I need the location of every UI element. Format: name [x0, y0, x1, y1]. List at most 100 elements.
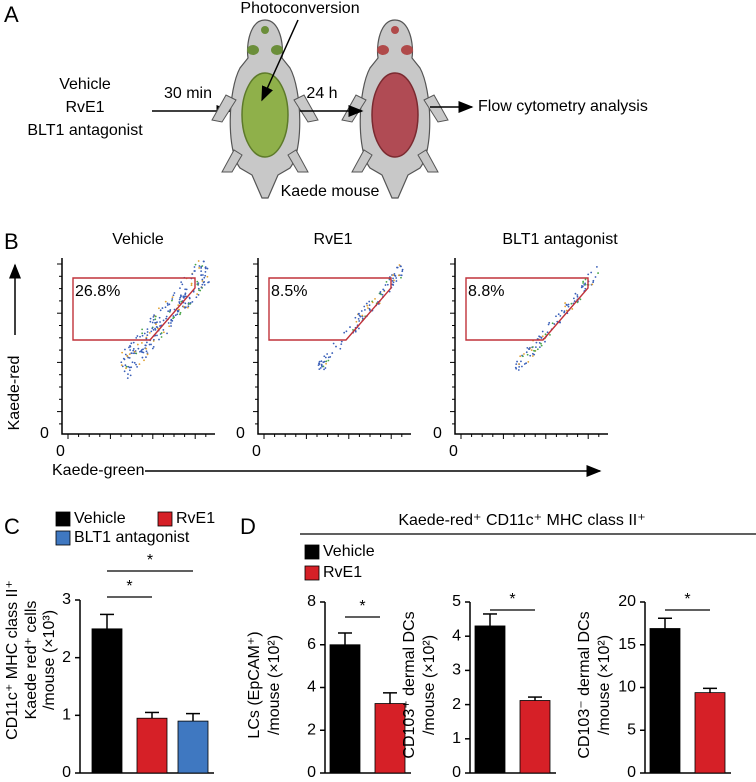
y-tick-label: 3	[62, 591, 71, 608]
event-dot	[136, 335, 139, 337]
event-dot	[128, 353, 131, 356]
event-dot	[129, 345, 132, 348]
event-dot	[332, 342, 335, 345]
event-dot	[151, 321, 154, 324]
panel-label: A	[4, 2, 19, 27]
event-dot	[133, 361, 136, 364]
step-label: 30 min	[164, 85, 212, 102]
y-tick-label: 4	[452, 627, 461, 644]
event-dot	[184, 302, 187, 305]
event-dot	[167, 310, 170, 313]
event-dot	[581, 284, 583, 287]
event-dot	[529, 354, 532, 357]
event-dot	[200, 286, 203, 289]
bar	[177, 720, 209, 774]
event-dot	[197, 282, 200, 285]
event-dot	[535, 341, 538, 344]
y-axis-label: LCs (EpCAM⁺)	[246, 631, 263, 738]
event-dot	[383, 289, 386, 292]
event-dot	[169, 308, 172, 311]
origin-label: 0	[252, 443, 261, 460]
event-dot	[566, 304, 568, 307]
event-dot	[204, 266, 207, 269]
event-dot	[132, 349, 135, 352]
event-dot	[392, 274, 395, 277]
gate	[268, 277, 392, 341]
event-dot	[144, 344, 147, 347]
event-dot	[323, 368, 325, 371]
plot-title: Vehicle	[112, 231, 164, 248]
event-dot	[325, 360, 328, 363]
bar	[474, 625, 506, 774]
event-dot	[155, 326, 158, 328]
event-dot	[327, 359, 330, 362]
event-dot	[124, 353, 127, 356]
output-label: Flow cytometry analysis	[478, 98, 648, 115]
event-dot	[158, 338, 160, 341]
event-dot	[179, 296, 182, 299]
event-dot	[343, 331, 346, 334]
y-tick-label: 5	[452, 593, 461, 610]
event-dot	[176, 313, 179, 316]
event-dot	[553, 323, 556, 325]
origin-label: 0	[236, 425, 245, 442]
event-dot	[148, 343, 151, 346]
event-dot	[124, 348, 126, 351]
event-dot	[591, 283, 594, 286]
event-dot	[166, 304, 169, 306]
event-dot	[145, 347, 148, 350]
event-dot	[549, 333, 551, 336]
event-dot	[184, 306, 187, 309]
panel-label: D	[240, 514, 256, 539]
event-dot	[149, 317, 152, 320]
event-dot	[127, 356, 130, 359]
event-dot	[168, 325, 171, 328]
y-axis-label: /mouse (×10²)	[266, 635, 283, 735]
y-tick-label: 6	[307, 636, 316, 653]
event-dot	[151, 347, 154, 350]
event-dot	[168, 303, 171, 306]
event-dot	[145, 341, 148, 344]
legend-label: RvE1	[176, 510, 215, 527]
event-dot	[135, 352, 138, 355]
event-dot	[369, 308, 371, 311]
event-dot	[381, 293, 384, 296]
event-dot	[354, 330, 357, 333]
event-dot	[139, 335, 141, 338]
event-dot	[202, 281, 205, 284]
event-dot	[183, 295, 186, 298]
event-dot	[324, 356, 327, 359]
bar	[329, 644, 361, 774]
event-dot	[135, 336, 138, 339]
event-dot	[182, 305, 185, 308]
event-dot	[135, 363, 137, 366]
event-dot	[183, 296, 185, 299]
event-dot	[592, 281, 595, 284]
y-tick-label: 10	[618, 679, 636, 696]
gate	[72, 277, 196, 341]
event-dot	[148, 331, 151, 334]
event-dot	[141, 356, 144, 359]
event-dot	[318, 368, 321, 370]
event-dot	[340, 340, 343, 343]
arrow	[261, 19, 299, 102]
event-dot	[382, 288, 385, 291]
y-axis-label: Kaede-red	[6, 356, 23, 431]
event-dot	[357, 317, 360, 320]
event-dot	[146, 328, 149, 331]
event-dot	[202, 274, 204, 276]
event-dot	[128, 366, 131, 369]
event-dot	[518, 363, 520, 365]
event-dot	[398, 264, 401, 266]
event-dot	[379, 291, 382, 293]
event-dot	[206, 275, 209, 278]
event-dot	[358, 314, 361, 317]
event-dot	[123, 358, 126, 361]
event-dot	[540, 342, 542, 345]
event-dot	[560, 309, 563, 312]
event-dot	[126, 354, 128, 357]
legend-label: RvE1	[323, 564, 362, 581]
event-dot	[198, 267, 201, 269]
event-dot	[204, 274, 207, 277]
